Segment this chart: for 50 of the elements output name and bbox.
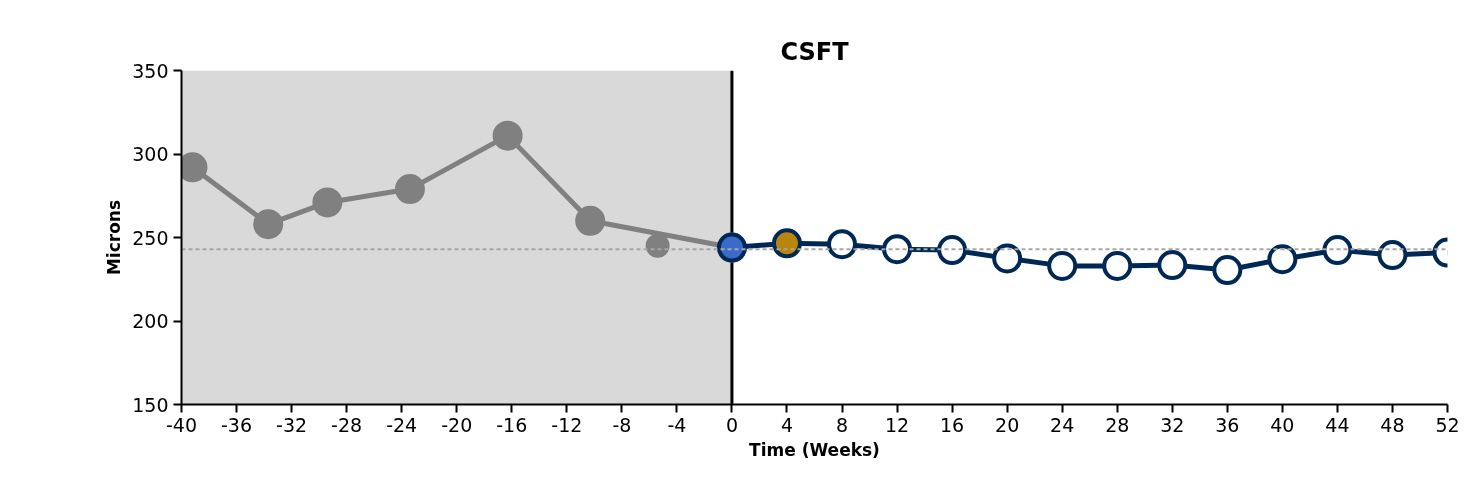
x-tick-label: -36 <box>221 413 253 436</box>
y-tick-label: 350 <box>132 59 169 82</box>
x-tick-label: -4 <box>667 413 687 436</box>
point <box>937 235 968 265</box>
point <box>645 233 670 258</box>
x-tick-label: 4 <box>780 413 794 436</box>
x-tick-label: 0 <box>725 413 738 436</box>
x-tick-label: -16 <box>496 413 528 436</box>
point <box>1047 250 1078 281</box>
point <box>1267 244 1298 275</box>
x-tick-label: -12 <box>551 413 583 436</box>
point <box>1377 240 1408 271</box>
x-tick-label: -40 <box>165 413 198 436</box>
y-axis-title: Microns <box>104 199 125 276</box>
y-tick-label: 200 <box>132 310 169 332</box>
point <box>253 209 284 240</box>
point <box>992 243 1023 274</box>
x-tick-label: -24 <box>386 413 418 436</box>
point <box>1322 235 1353 265</box>
point <box>1212 255 1243 286</box>
x-tick-label: 20 <box>995 413 1020 436</box>
x-tick-label: 40 <box>1270 413 1295 436</box>
x-tick-label: 28 <box>1105 413 1130 436</box>
x-tick-label: 44 <box>1325 413 1350 436</box>
x-tick-label: -28 <box>331 413 363 436</box>
x-tick-label: 48 <box>1380 413 1405 436</box>
point <box>827 229 858 260</box>
point <box>1157 250 1188 281</box>
point <box>394 174 425 205</box>
chart-title: CSFT <box>780 37 850 66</box>
x-tick-label: -20 <box>441 413 473 436</box>
x-tick-label: 8 <box>835 413 849 436</box>
point <box>1102 250 1133 281</box>
point <box>312 187 343 218</box>
x-tick-label: 36 <box>1215 413 1240 436</box>
x-axis-title: Time (Weeks) <box>749 439 880 460</box>
x-tick-label: 12 <box>884 413 910 436</box>
x-tick-label: -32 <box>276 413 308 436</box>
point <box>492 120 523 151</box>
x-tick-label: 32 <box>1160 413 1185 436</box>
point <box>575 205 606 236</box>
x-tick-label: -8 <box>612 413 632 436</box>
point <box>882 234 913 265</box>
point <box>771 228 802 259</box>
x-tick-label: 52 <box>1435 413 1460 436</box>
y-tick-label: 300 <box>132 143 169 165</box>
x-tick-label: 24 <box>1050 413 1075 436</box>
y-tick-label: 150 <box>132 393 169 416</box>
x-tick-label: 16 <box>940 413 965 436</box>
y-tick-label: 250 <box>132 226 169 249</box>
